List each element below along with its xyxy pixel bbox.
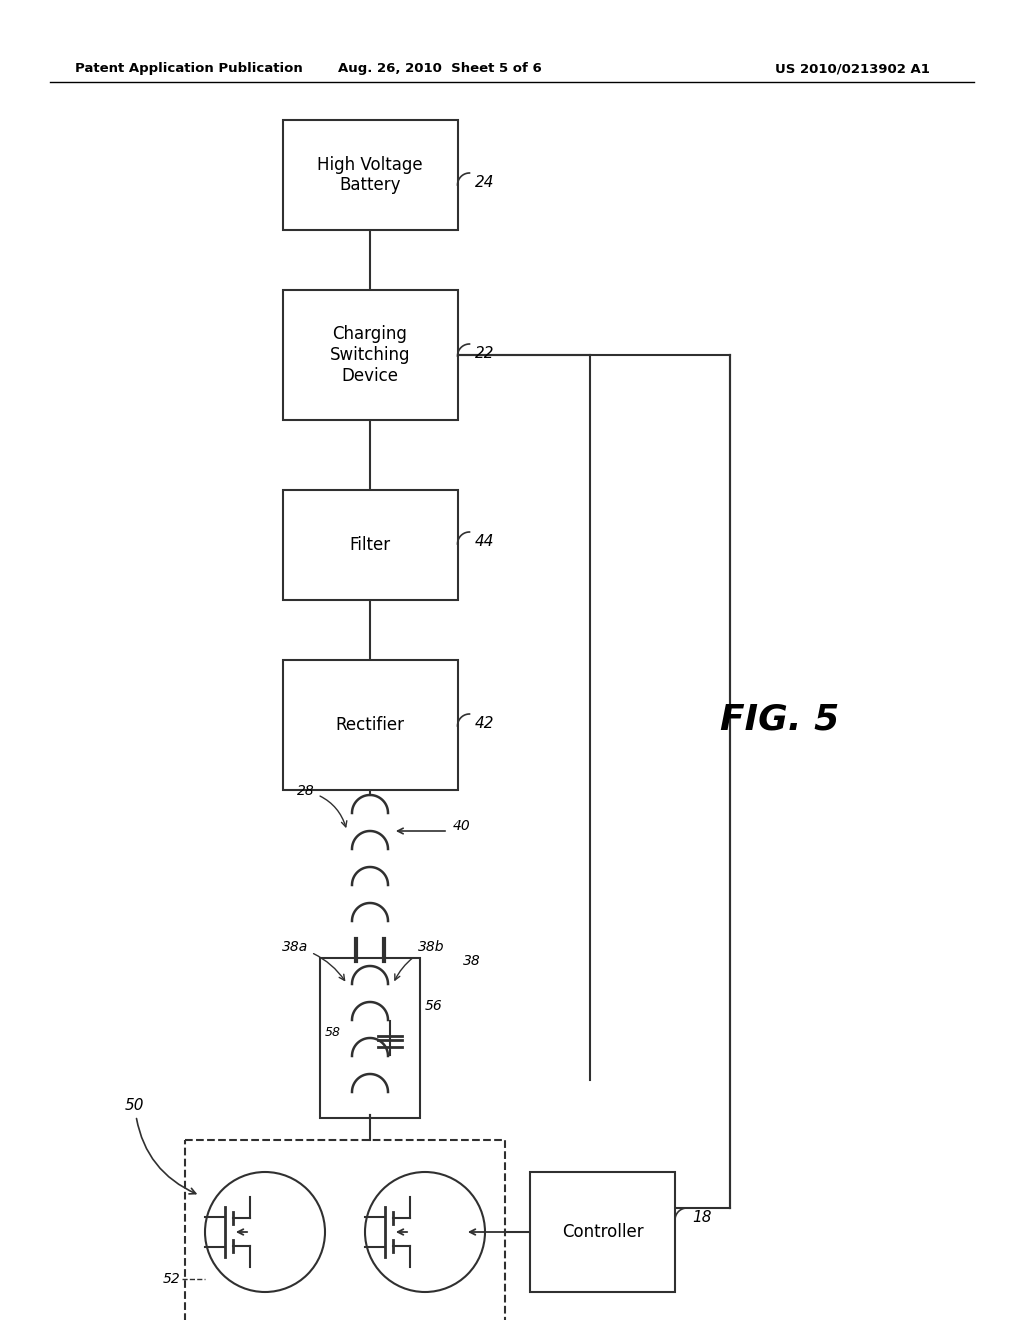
Bar <box>283 490 458 601</box>
Circle shape <box>365 1172 485 1292</box>
Text: 44: 44 <box>474 535 494 549</box>
Text: FIG. 5: FIG. 5 <box>720 704 840 737</box>
Text: 18: 18 <box>692 1210 712 1225</box>
Text: Patent Application Publication: Patent Application Publication <box>75 62 303 75</box>
Text: 24: 24 <box>474 176 494 190</box>
Text: Filter: Filter <box>349 536 390 554</box>
Bar <box>530 1172 675 1292</box>
Circle shape <box>205 1172 325 1292</box>
Text: 38b: 38b <box>395 940 444 979</box>
Text: 56: 56 <box>425 999 442 1012</box>
Text: Charging
Switching
Device: Charging Switching Device <box>330 325 411 385</box>
Text: 52: 52 <box>162 1271 180 1286</box>
Bar <box>283 120 458 230</box>
Bar <box>185 1140 505 1320</box>
Bar <box>283 660 458 789</box>
Text: 50: 50 <box>125 1098 196 1193</box>
Text: 42: 42 <box>474 715 494 731</box>
Bar <box>283 290 458 420</box>
Text: US 2010/0213902 A1: US 2010/0213902 A1 <box>775 62 930 75</box>
Text: Aug. 26, 2010  Sheet 5 of 6: Aug. 26, 2010 Sheet 5 of 6 <box>338 62 542 75</box>
Text: 58: 58 <box>325 1027 341 1040</box>
Text: 28: 28 <box>297 784 347 826</box>
Text: High Voltage
Battery: High Voltage Battery <box>317 156 423 194</box>
Text: Rectifier: Rectifier <box>336 715 404 734</box>
Text: 38a: 38a <box>282 940 345 981</box>
Text: Controller: Controller <box>562 1224 643 1241</box>
Text: 22: 22 <box>474 346 494 360</box>
Bar <box>319 958 420 1118</box>
Text: 38: 38 <box>463 954 480 968</box>
Text: 40: 40 <box>453 818 471 833</box>
